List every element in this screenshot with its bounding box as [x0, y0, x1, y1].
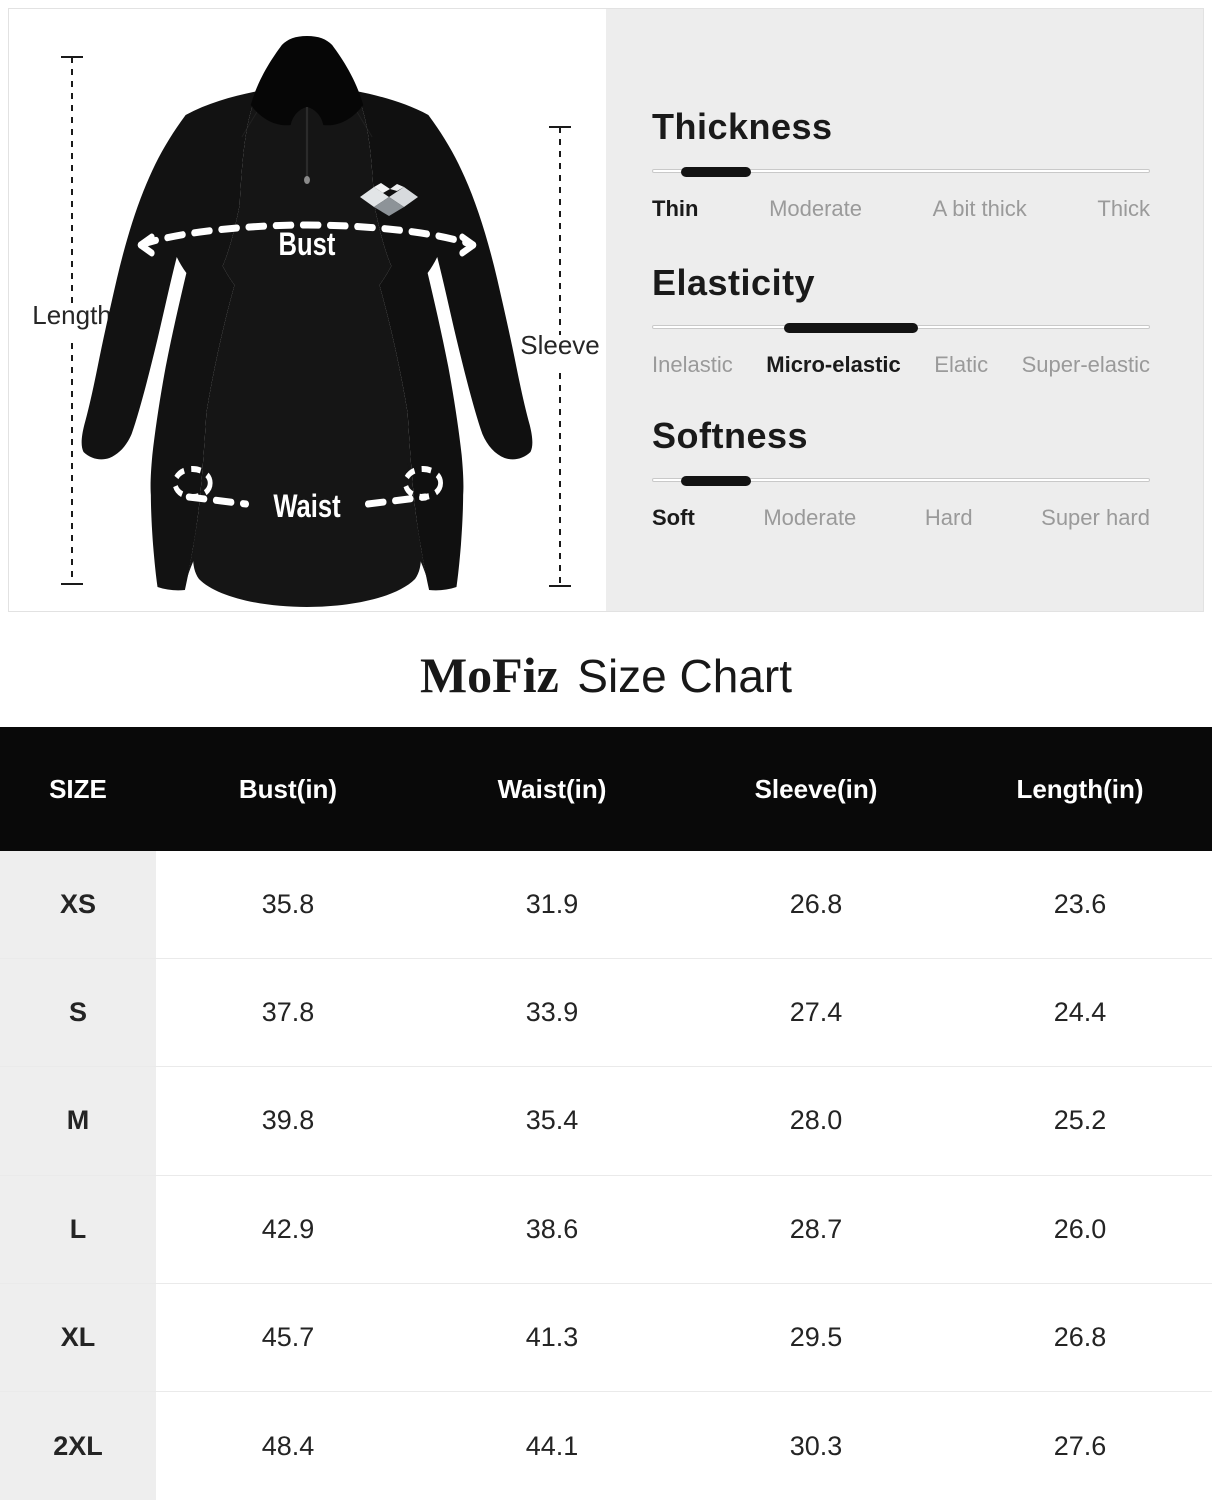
svg-text:Bust: Bust	[279, 227, 336, 262]
svg-text:Length: Length	[32, 300, 112, 330]
svg-text:Sleeve: Sleeve	[520, 330, 600, 360]
svg-text:Waist: Waist	[273, 489, 341, 524]
